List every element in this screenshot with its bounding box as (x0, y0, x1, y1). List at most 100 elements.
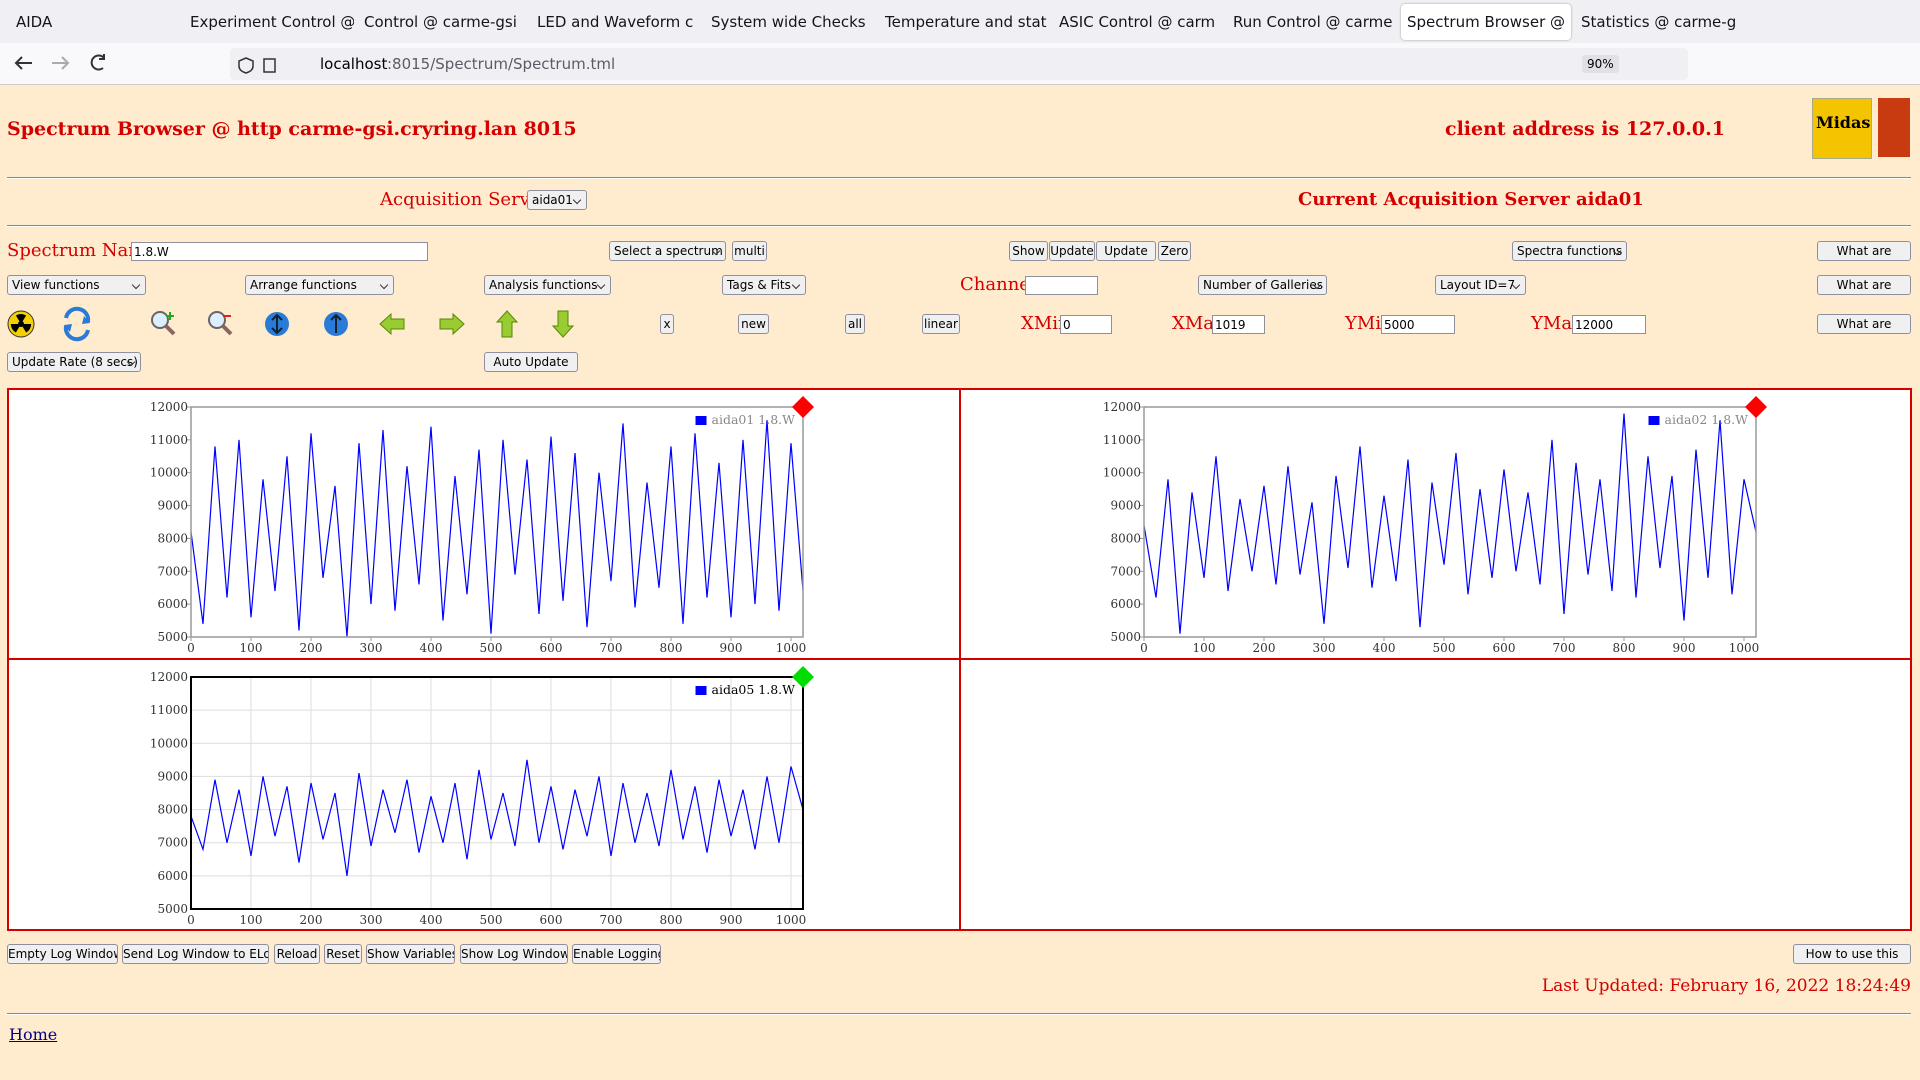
select[interactable]: Number of Galleries (1198, 275, 1327, 295)
x-tick-label: 700 (600, 641, 623, 655)
tab[interactable]: Control @ carme-gsi (364, 13, 517, 31)
back[interactable] (14, 56, 32, 70)
select[interactable]: View functions (7, 275, 146, 295)
plot-frame (190, 406, 804, 638)
tab[interactable]: Experiment Control @ (190, 13, 354, 31)
tab[interactable]: Run Control @ carme (1233, 13, 1393, 31)
radiation-icon[interactable] (7, 310, 35, 338)
select[interactable]: Spectra functions (1512, 241, 1627, 261)
zoom-out-icon[interactable] (208, 311, 233, 336)
help-button[interactable]: What are these? (1817, 275, 1911, 295)
tab[interactable]: ASIC Control @ carm (1059, 13, 1216, 31)
button[interactable]: Empty Log Window (7, 944, 118, 964)
url-bar[interactable]: localhost :8015/Spectrum/Spectrum.tml 90… (230, 48, 1688, 80)
tab[interactable]: Spectrum Browser @ (1401, 4, 1571, 40)
tab[interactable]: System wide Checks (711, 13, 866, 31)
x-tick-label: 0 (187, 913, 195, 927)
x-tick-label: 1000 (776, 913, 807, 927)
shrink-y-icon[interactable] (324, 312, 348, 336)
button[interactable]: Auto Update ON (484, 352, 578, 372)
y-tick-label: 10000 (150, 466, 188, 480)
y-tick-label: 10000 (150, 736, 188, 750)
y-tick-label: 5000 (157, 630, 188, 644)
xmin-input[interactable] (1060, 315, 1112, 334)
x-tick-label: 200 (300, 913, 323, 927)
select[interactable]: Analysis functions (484, 275, 611, 295)
spectrum-input[interactable] (131, 242, 428, 261)
x-tick-label: 600 (540, 913, 563, 927)
x-tick-label: 800 (1613, 641, 1636, 655)
legend-label: aida05 1.8.W (712, 682, 796, 697)
button[interactable]: Update All (1096, 241, 1156, 261)
select[interactable]: Layout ID=7 (1435, 275, 1526, 295)
forward[interactable] (52, 56, 70, 70)
button[interactable]: new (738, 314, 769, 334)
server-select[interactable]: aida01 (527, 190, 587, 210)
select[interactable]: Tags & Fits (722, 275, 806, 295)
home-link[interactable]: Home (9, 1025, 58, 1044)
button[interactable]: Enable Logging (572, 944, 661, 964)
button[interactable]: all (845, 314, 865, 334)
zoom-in-icon[interactable] (151, 311, 176, 336)
button[interactable]: Reset (324, 944, 362, 964)
plot-area (191, 407, 803, 637)
ymax-label: YMax (1531, 313, 1583, 334)
help-button[interactable]: What are these? (1817, 314, 1911, 334)
button[interactable]: Show Variables (366, 944, 455, 964)
x-tick-label: 500 (480, 641, 503, 655)
button[interactable]: Show (1009, 241, 1048, 261)
x-tick-label: 100 (240, 641, 263, 655)
xmax-input[interactable] (1212, 315, 1265, 334)
y-tick-label: 12000 (150, 400, 188, 414)
tab[interactable]: LED and Waveform c (537, 13, 694, 31)
right-arrow[interactable] (439, 312, 465, 336)
separator (7, 177, 1911, 179)
spectrum-select[interactable]: Select a spectrum (609, 241, 726, 261)
y-tick-label: 7000 (157, 836, 188, 850)
refresh-icon[interactable] (63, 306, 91, 342)
spectrum-line (190, 420, 804, 638)
button[interactable]: x (660, 314, 674, 334)
tab-bar: AIDA Experiment Control @ Control @ carme-… (0, 0, 1920, 43)
expand-y-icon[interactable] (265, 312, 289, 336)
zoom[interactable]: 90% (1582, 55, 1619, 73)
ymax-input[interactable] (1572, 315, 1646, 334)
help-button[interactable]: How to use this page (1793, 944, 1911, 964)
y-tick-label: 8000 (157, 803, 188, 817)
tool-icons (7, 306, 575, 342)
rate-select[interactable]: Update Rate (8 secs) (7, 352, 141, 372)
button[interactable]: Zero (1158, 241, 1191, 261)
help-button[interactable]: What are these? (1817, 241, 1911, 261)
ymin-input[interactable] (1381, 315, 1455, 334)
tab[interactable]: Temperature and stat (885, 13, 1047, 31)
y-tick-label: 8000 (157, 531, 188, 545)
tab[interactable]: AIDA (16, 13, 53, 31)
spectrum-line (1143, 413, 1757, 634)
x-tick-label: 500 (480, 913, 503, 927)
button[interactable]: linear (922, 314, 960, 334)
x-tick-label: 400 (1373, 641, 1396, 655)
button[interactable]: multi (732, 241, 767, 261)
up-arrow[interactable] (495, 310, 519, 338)
status-marker (792, 396, 814, 418)
x-tick-label: 900 (720, 641, 743, 655)
left-arrow[interactable] (379, 312, 405, 336)
reload[interactable] (90, 54, 105, 71)
select[interactable]: Arrange functions (245, 275, 394, 295)
x-tick-label: 1000 (776, 641, 807, 655)
x-tick-label: 100 (240, 913, 263, 927)
channel-input[interactable] (1025, 276, 1098, 295)
button[interactable]: Reload (274, 944, 320, 964)
x-tick-label: 0 (1140, 641, 1148, 655)
button[interactable]: Send Log Window to ELog (122, 944, 269, 964)
midas-logo: Midas (1812, 98, 1872, 159)
down-arrow[interactable] (551, 310, 575, 338)
y-tick-label: 5000 (1110, 630, 1141, 644)
url-icons (238, 57, 276, 74)
button[interactable]: Update (1049, 241, 1095, 261)
y-tick-label: 9000 (1110, 499, 1141, 513)
tab[interactable]: Statistics @ carme-g (1581, 13, 1737, 31)
button[interactable]: Show Log Window (460, 944, 568, 964)
client-address: client address is 127.0.0.1 (1445, 118, 1725, 140)
